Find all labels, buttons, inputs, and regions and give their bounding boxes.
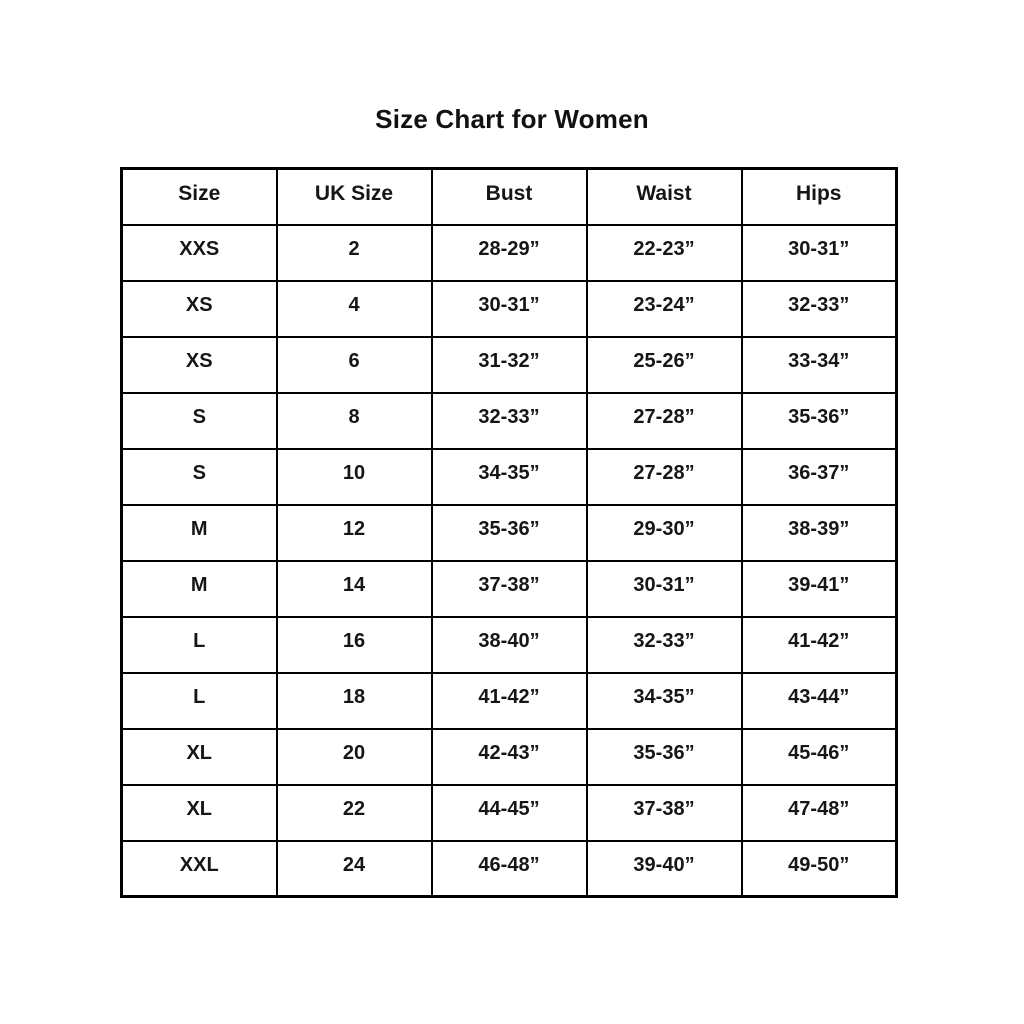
table-cell: 30-31” (585, 559, 743, 618)
column-header-uk-size: UK Size (275, 167, 433, 226)
table-cell: L (120, 671, 278, 730)
table-cell: 31-32” (430, 335, 588, 394)
table-cell: 46-48” (430, 839, 588, 898)
table-row: XL 22 44-45” 37-38” 47-48” (120, 783, 898, 842)
table-cell: 39-40” (585, 839, 743, 898)
table-row: XXS 2 28-29” 22-23” 30-31” (120, 223, 898, 282)
table-cell: 8 (275, 391, 433, 450)
table-cell: 12 (275, 503, 433, 562)
table-cell: 34-35” (430, 447, 588, 506)
table-cell: XXS (120, 223, 278, 282)
table-cell: 27-28” (585, 391, 743, 450)
table-cell: 20 (275, 727, 433, 786)
table-row: M 14 37-38” 30-31” 39-41” (120, 559, 898, 618)
table-cell: M (120, 559, 278, 618)
table-cell: 18 (275, 671, 433, 730)
table-cell: 38-39” (740, 503, 898, 562)
table-cell: 23-24” (585, 279, 743, 338)
table-cell: 47-48” (740, 783, 898, 842)
table-cell: XL (120, 727, 278, 786)
table-cell: 41-42” (740, 615, 898, 674)
table-cell: XXL (120, 839, 278, 898)
table-body: XXS 2 28-29” 22-23” 30-31” XS 4 30-31” 23-24” 32-… (120, 223, 898, 898)
page-title: Size Chart for Women (375, 104, 649, 134)
table-cell: M (120, 503, 278, 562)
table-cell: S (120, 447, 278, 506)
table-head: Size UK Size Bust Waist Hips (120, 167, 898, 226)
column-header-bust: Bust (430, 167, 588, 226)
table-cell: 2 (275, 223, 433, 282)
table-cell: 44-45” (430, 783, 588, 842)
table-cell: 33-34” (740, 335, 898, 394)
table-row: XL 20 42-43” 35-36” 45-46” (120, 727, 898, 786)
table-cell: 6 (275, 335, 433, 394)
table-cell: XL (120, 783, 278, 842)
table-cell: 29-30” (585, 503, 743, 562)
table-row: XS 6 31-32” 25-26” 33-34” (120, 335, 898, 394)
table-cell: 14 (275, 559, 433, 618)
table-cell: 30-31” (740, 223, 898, 282)
table-cell: 35-36” (430, 503, 588, 562)
table-cell: 22 (275, 783, 433, 842)
table-cell: 32-33” (740, 279, 898, 338)
table-cell: 25-26” (585, 335, 743, 394)
table-cell: 34-35” (585, 671, 743, 730)
table-cell: 35-36” (740, 391, 898, 450)
table-cell: 32-33” (430, 391, 588, 450)
table-cell: 27-28” (585, 447, 743, 506)
table-cell: 38-40” (430, 615, 588, 674)
table-cell: 22-23” (585, 223, 743, 282)
table-cell: 28-29” (430, 223, 588, 282)
table-cell: 4 (275, 279, 433, 338)
table-row: L 18 41-42” 34-35” 43-44” (120, 671, 898, 730)
table-cell: 43-44” (740, 671, 898, 730)
table-cell: 42-43” (430, 727, 588, 786)
table-row: M 12 35-36” 29-30” 38-39” (120, 503, 898, 562)
table-row: XXL 24 46-48” 39-40” 49-50” (120, 839, 898, 898)
table-cell: 16 (275, 615, 433, 674)
table-cell: 35-36” (585, 727, 743, 786)
table-cell: S (120, 391, 278, 450)
table-header-row: Size UK Size Bust Waist Hips (120, 167, 898, 226)
column-header-hips: Hips (740, 167, 898, 226)
table-cell: 36-37” (740, 447, 898, 506)
table-cell: 39-41” (740, 559, 898, 618)
table-row: XS 4 30-31” 23-24” 32-33” (120, 279, 898, 338)
table-cell: 37-38” (585, 783, 743, 842)
table-cell: L (120, 615, 278, 674)
table-row: L 16 38-40” 32-33” 41-42” (120, 615, 898, 674)
table-row: S 8 32-33” 27-28” 35-36” (120, 391, 898, 450)
column-header-size: Size (120, 167, 278, 226)
table-cell: 24 (275, 839, 433, 898)
table-row: S 10 34-35” 27-28” 36-37” (120, 447, 898, 506)
table-cell: 30-31” (430, 279, 588, 338)
table-cell: 32-33” (585, 615, 743, 674)
table-cell: 49-50” (740, 839, 898, 898)
table-cell: 41-42” (430, 671, 588, 730)
column-header-waist: Waist (585, 167, 743, 226)
table-cell: 10 (275, 447, 433, 506)
table-cell: 45-46” (740, 727, 898, 786)
table-cell: XS (120, 279, 278, 338)
table-cell: XS (120, 335, 278, 394)
table-cell: 37-38” (430, 559, 588, 618)
size-chart-table: Size UK Size Bust Waist Hips XXS 2 28-29” 22-23… (120, 167, 898, 898)
